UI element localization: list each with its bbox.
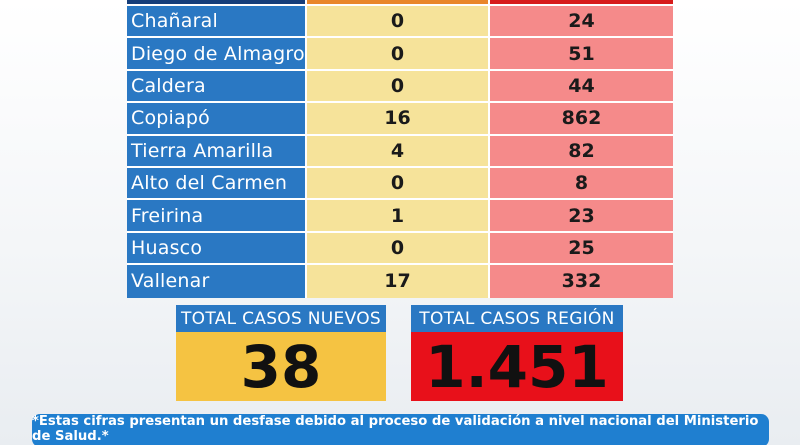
comuna-name: Alto del Carmen	[127, 167, 307, 201]
total-region-cases-value: 1.451	[411, 332, 623, 401]
new-cases: 17	[307, 265, 490, 298]
total-cases: 23	[490, 200, 673, 233]
disclaimer-footnote: *Estas cifras presentan un desfase debid…	[32, 414, 769, 445]
new-cases: 4	[307, 135, 490, 168]
header-comuna-cell	[127, 0, 307, 6]
table-row: Diego de Almagro 0 51	[127, 38, 673, 71]
comuna-name: Caldera	[127, 70, 307, 104]
total-cases: 862	[490, 103, 673, 136]
total-new-cases-box: TOTAL CASOS NUEVOS 38	[176, 305, 386, 401]
total-new-cases-value: 38	[176, 332, 386, 401]
new-cases: 0	[307, 6, 490, 39]
new-cases: 16	[307, 103, 490, 136]
comuna-name: Tierra Amarilla	[127, 135, 307, 168]
new-cases: 0	[307, 167, 490, 201]
cases-table: Chañaral 0 24 Diego de Almagro 0 51 Cald…	[127, 0, 673, 298]
table-row: Tierra Amarilla 4 82	[127, 135, 673, 168]
table-row: Vallenar 17 332	[127, 265, 673, 298]
total-cases: 44	[490, 70, 673, 104]
total-cases: 25	[490, 232, 673, 266]
total-cases: 51	[490, 38, 673, 71]
total-cases: 82	[490, 135, 673, 168]
total-cases: 24	[490, 6, 673, 39]
total-new-cases-label: TOTAL CASOS NUEVOS	[176, 305, 386, 332]
new-cases: 0	[307, 70, 490, 104]
header-nuevos-cell	[307, 0, 490, 6]
comuna-name: Copiapó	[127, 103, 307, 136]
table-row: Chañaral 0 24	[127, 6, 673, 39]
total-region-cases-label: TOTAL CASOS REGIÓN	[411, 305, 623, 332]
new-cases: 0	[307, 38, 490, 71]
table-row: Freirina 1 23	[127, 200, 673, 233]
table-row: Caldera 0 44	[127, 70, 673, 104]
comuna-name: Freirina	[127, 200, 307, 233]
total-cases: 8	[490, 167, 673, 201]
comuna-name: Chañaral	[127, 6, 307, 39]
table-row: Copiapó 16 862	[127, 103, 673, 136]
new-cases: 1	[307, 200, 490, 233]
table-header-row	[127, 0, 673, 6]
total-region-cases-box: TOTAL CASOS REGIÓN 1.451	[411, 305, 623, 401]
new-cases: 0	[307, 232, 490, 266]
comuna-name: Huasco	[127, 232, 307, 266]
header-total-cell	[490, 0, 673, 6]
table-row: Huasco 0 25	[127, 232, 673, 266]
comuna-name: Diego de Almagro	[127, 38, 307, 71]
table-row: Alto del Carmen 0 8	[127, 167, 673, 201]
total-cases: 332	[490, 265, 673, 298]
comuna-name: Vallenar	[127, 265, 307, 298]
